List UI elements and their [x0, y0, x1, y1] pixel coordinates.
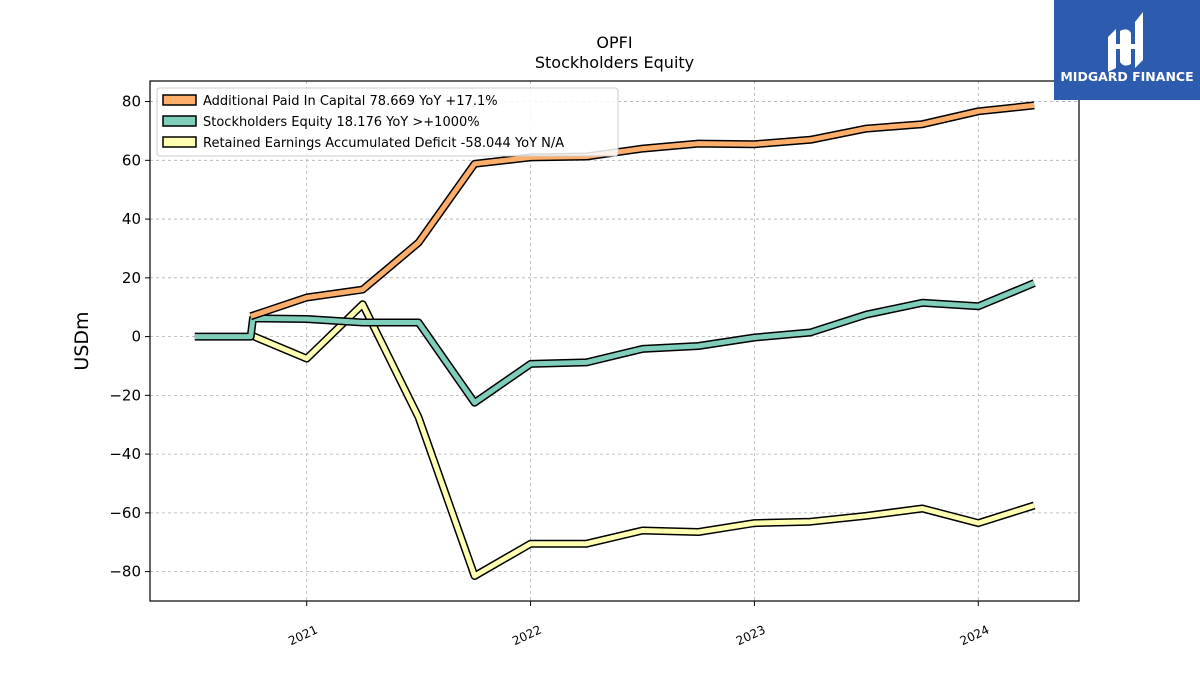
legend-box [156, 87, 619, 157]
y-tick-label: 0 [131, 328, 141, 346]
series-retained-earnings-accumulated-deficit [249, 300, 1036, 580]
y-tick-label: −40 [109, 445, 141, 463]
y-axis-label: USDm [71, 311, 93, 370]
y-tick-label: 60 [122, 151, 141, 169]
y-tick-label: 80 [122, 93, 141, 111]
series-stockholders-equity [194, 279, 1036, 407]
series-line [194, 280, 1036, 406]
plot-frame [149, 80, 1080, 602]
chart-subtitle: Stockholders Equity [535, 53, 694, 72]
x-tick-label: 2024 [958, 623, 992, 649]
y-tick-label: 40 [122, 210, 141, 228]
series-additional-paid-in-capital [249, 101, 1035, 321]
brand-badge: MIDGARD FINANCE [1054, 0, 1200, 100]
x-tick-label: 2023 [734, 623, 768, 649]
x-tick-label: 2022 [510, 623, 544, 649]
series-lines [194, 101, 1036, 580]
series-line [249, 301, 1035, 579]
y-tick-label: −60 [109, 504, 141, 522]
legend-swatch [162, 136, 197, 148]
x-axis: 2021 2022 2023 2024 [286, 601, 991, 648]
chart-title: OPFI [596, 33, 632, 52]
y-tick-label: 20 [122, 269, 141, 287]
y-axis: 80 60 40 20 0 −20 −40 −60 −80 [109, 93, 150, 581]
legend-swatch [162, 94, 197, 106]
grid-lines [150, 81, 1079, 601]
midgard-logo-icon [1108, 12, 1143, 72]
legend-label: Retained Earnings Accumulated Deficit -5… [203, 136, 564, 151]
legend-label: Additional Paid In Capital 78.669 YoY +1… [203, 94, 498, 109]
legend: Additional Paid In Capital 78.669 YoY +1… [156, 87, 619, 157]
legend-swatch [162, 115, 197, 127]
y-tick-label: −20 [109, 386, 141, 404]
x-tick-label: 2021 [286, 623, 320, 649]
series-line [249, 102, 1035, 319]
brand-name: MIDGARD FINANCE [1060, 69, 1193, 84]
y-tick-label: −80 [109, 563, 141, 581]
legend-label: Stockholders Equity 18.176 YoY >+1000% [203, 115, 480, 130]
